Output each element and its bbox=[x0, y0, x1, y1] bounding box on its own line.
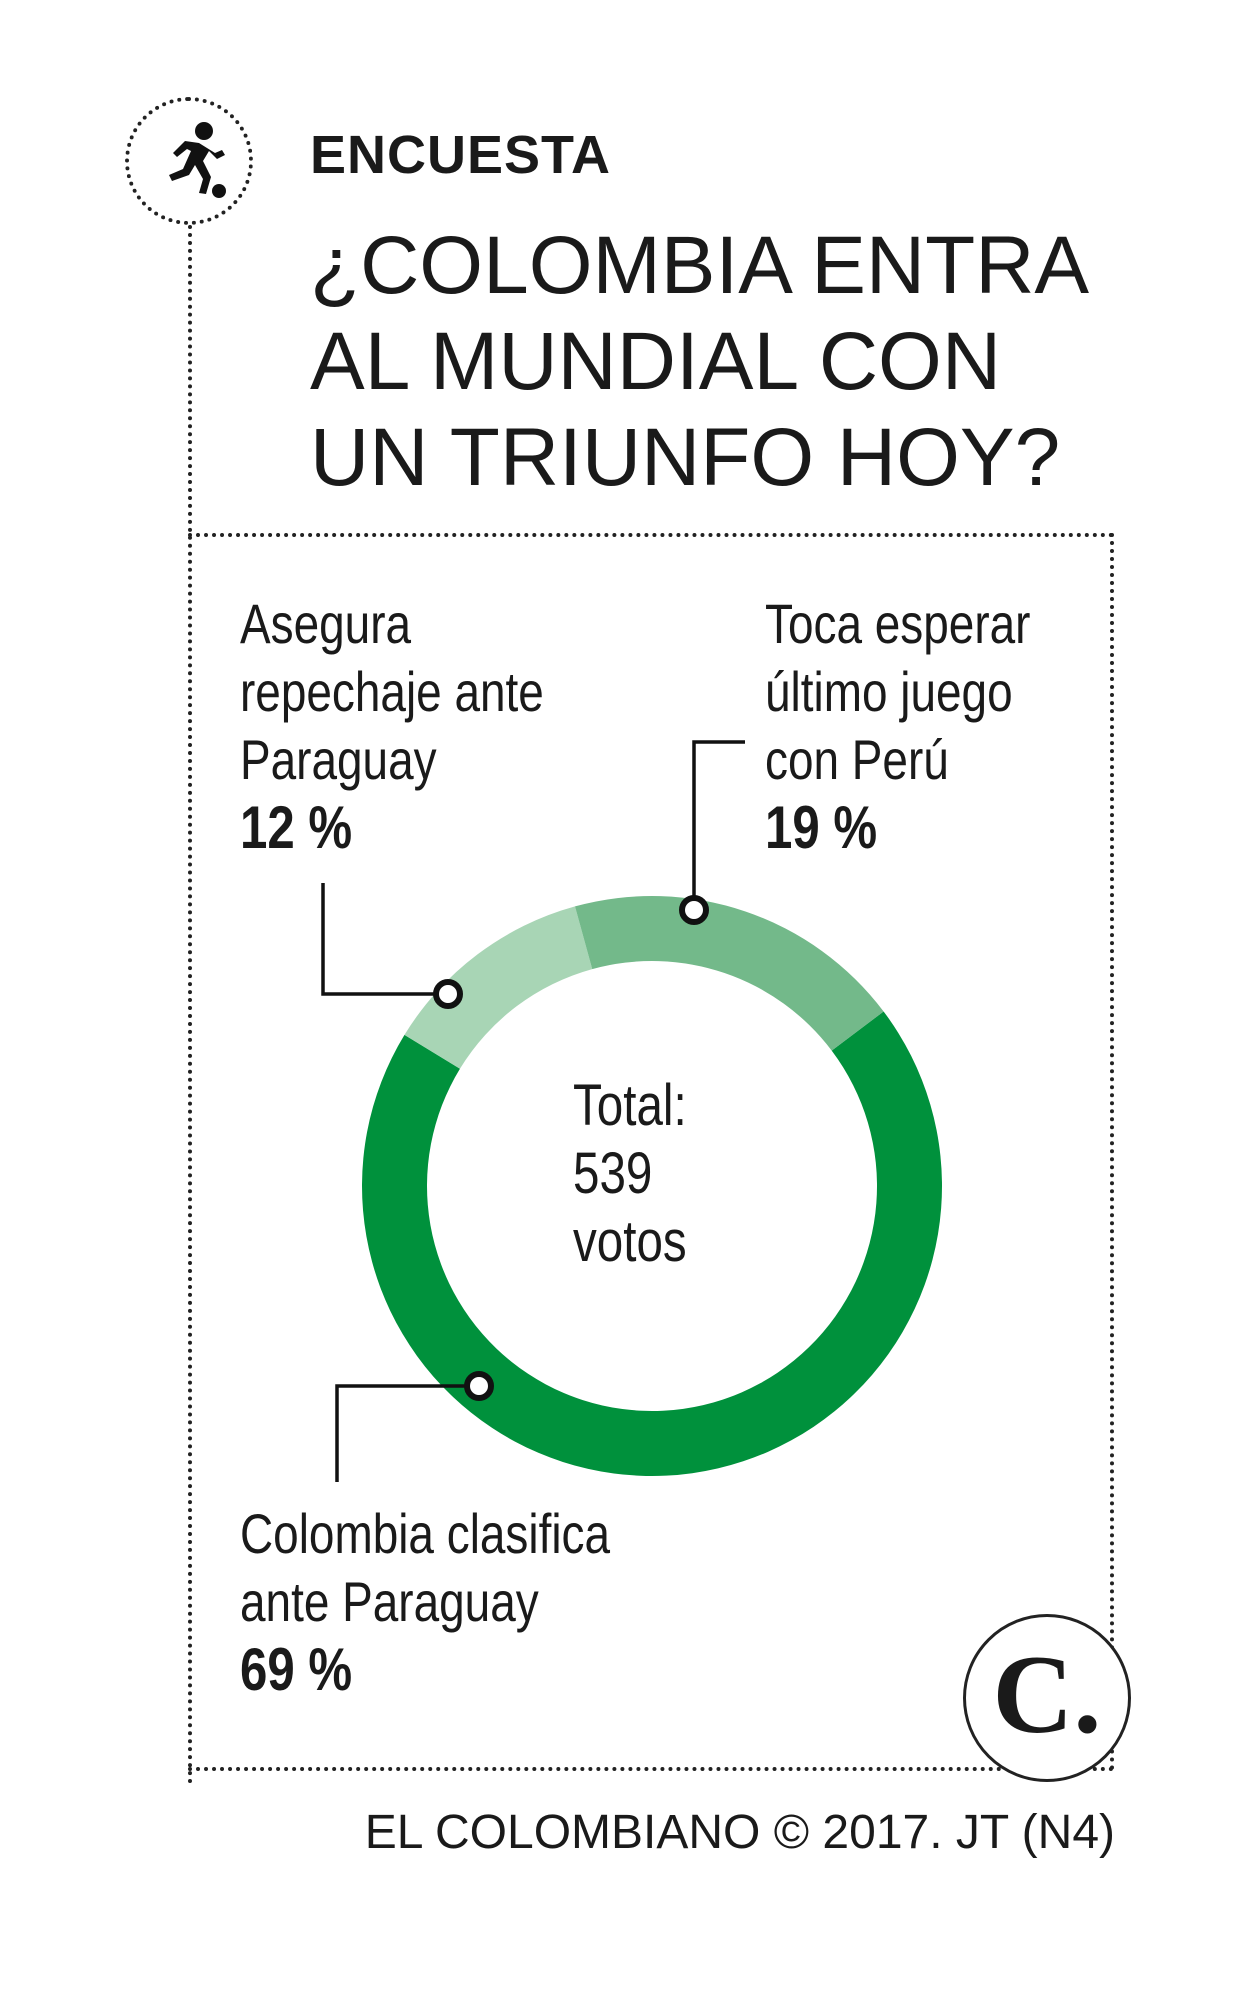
dotted-guide-left bbox=[188, 225, 192, 1785]
center-line: Total: bbox=[573, 1073, 687, 1138]
logo-letter: C. bbox=[992, 1633, 1102, 1757]
center-line: votos bbox=[573, 1209, 687, 1274]
slice-value: 19 % bbox=[765, 794, 878, 861]
headline: ¿COLOMBIA ENTRA AL MUNDIAL CON UN TRIUNF… bbox=[310, 218, 1210, 506]
leader-lines bbox=[321, 740, 745, 1482]
leader-dot bbox=[433, 979, 463, 1009]
slice-label-asegura: Asegura repechaje ante Paraguay 12 % bbox=[240, 590, 544, 862]
slice-label-line: Colombia clasifica bbox=[240, 1502, 611, 1565]
leader-line-asegura bbox=[321, 883, 448, 996]
slice-label-toca-esperar: Toca esperar último juego con Perú 19 % bbox=[765, 590, 1030, 862]
slice-label-line: Paraguay bbox=[240, 728, 437, 791]
icon-badge bbox=[125, 97, 253, 225]
center-line: 539 bbox=[573, 1141, 653, 1206]
slice-label-line: Asegura bbox=[240, 592, 412, 655]
dotted-frame bbox=[188, 533, 1114, 1771]
donut-slice-0 bbox=[362, 1011, 943, 1476]
headline-line: AL MUNDIAL CON bbox=[310, 316, 1002, 407]
donut-slices bbox=[362, 896, 943, 1476]
leader-line-toca-esperar bbox=[692, 740, 745, 910]
el-colombiano-logo: C. bbox=[963, 1614, 1131, 1782]
slice-label-colombia: Colombia clasifica ante Paraguay 69 % bbox=[240, 1500, 610, 1704]
slice-label-line: ante Paraguay bbox=[240, 1570, 539, 1633]
slice-label-line: repechaje ante bbox=[240, 660, 544, 723]
footer-credit: EL COLOMBIANO © 2017. JT (N4) bbox=[364, 1806, 1115, 1859]
slice-label-line: con Perú bbox=[765, 728, 949, 791]
leader-dot bbox=[679, 895, 709, 925]
slice-label-line: último juego bbox=[765, 660, 1013, 723]
leader-dots bbox=[433, 895, 709, 1401]
headline-line: ¿COLOMBIA ENTRA bbox=[310, 220, 1090, 311]
leader-dot bbox=[464, 1371, 494, 1401]
center-total-label: Total: 539 votos bbox=[573, 1072, 687, 1276]
donut-slice-2 bbox=[574, 896, 884, 1051]
leader-line-colombia bbox=[335, 1384, 479, 1482]
slice-value: 69 % bbox=[240, 1636, 353, 1703]
donut-slice-1 bbox=[404, 906, 593, 1069]
slice-label-line: Toca esperar bbox=[765, 592, 1031, 655]
headline-line: UN TRIUNFO HOY? bbox=[310, 412, 1061, 503]
slice-value: 12 % bbox=[240, 794, 353, 861]
kicker: ENCUESTA bbox=[310, 125, 612, 185]
runner-with-ball-icon bbox=[169, 122, 226, 198]
